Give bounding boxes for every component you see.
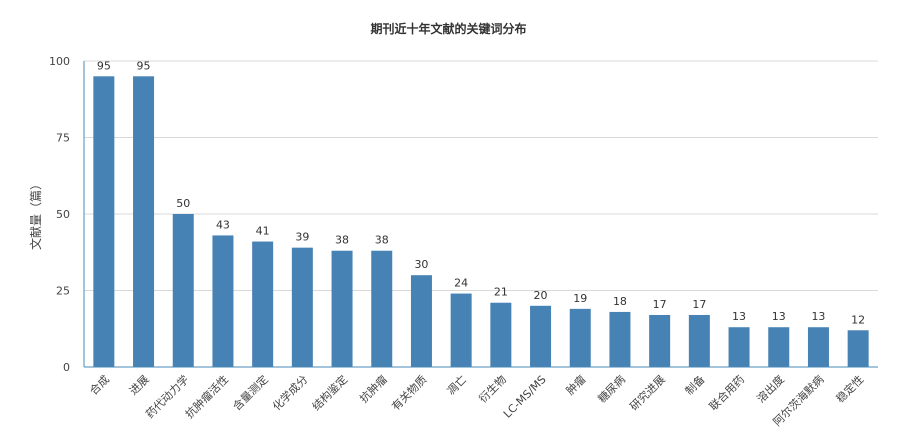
bar xyxy=(450,293,472,367)
bar-value-label: 43 xyxy=(216,218,230,231)
bar-value-label: 95 xyxy=(137,59,151,72)
bar-value-label: 13 xyxy=(772,310,786,323)
bar xyxy=(212,235,234,367)
x-tick-label: 抗肿瘤活性 xyxy=(182,372,231,421)
grid-layer xyxy=(84,60,878,291)
x-tick-label: 凋亡 xyxy=(444,372,469,397)
x-tick-label: LC-MS/MS xyxy=(501,373,549,421)
bar xyxy=(252,241,274,367)
x-tick-label: 化学成分 xyxy=(269,372,310,413)
y-tick-label: 75 xyxy=(56,132,70,145)
bar-value-label: 12 xyxy=(851,313,865,326)
bar xyxy=(688,314,710,367)
bar-value-label: 17 xyxy=(692,298,706,311)
bar-value-label: 21 xyxy=(494,286,508,299)
bar xyxy=(172,214,194,367)
y-tick-label: 0 xyxy=(63,361,70,374)
bar xyxy=(331,250,353,367)
bar xyxy=(847,330,869,367)
bar-value-label: 18 xyxy=(613,295,627,308)
y-tick-label: 100 xyxy=(49,55,70,68)
bar xyxy=(93,76,115,368)
bar xyxy=(807,327,829,367)
bar-value-label: 39 xyxy=(295,231,309,244)
bar xyxy=(410,275,432,367)
bar xyxy=(371,250,393,367)
bar-value-label: 17 xyxy=(653,298,667,311)
bar-value-label: 24 xyxy=(454,277,468,290)
x-tick-label: 衍生物 xyxy=(476,372,509,405)
x-tick-label: 稳定性 xyxy=(833,372,866,405)
bar-layer: 95 95 50 43 41 39 38 38 30 24 21 20 19 18 17 17 13 13 13 12 xyxy=(93,59,869,368)
x-tick-label: 肿瘤 xyxy=(563,372,588,397)
bar xyxy=(133,76,155,368)
bar-value-label: 30 xyxy=(414,258,428,271)
x-tick-label: 联合用药 xyxy=(706,372,747,413)
bar-value-label: 38 xyxy=(335,234,349,247)
bar-value-label: 38 xyxy=(375,234,389,247)
x-tick-label: 进展 xyxy=(127,373,152,398)
bar xyxy=(569,308,591,367)
y-tick-label: 50 xyxy=(56,208,70,221)
x-tick-label: 溶出度 xyxy=(754,372,787,405)
x-tick-label: 抗肿瘤 xyxy=(357,372,390,405)
bar-value-label: 20 xyxy=(534,289,548,302)
bar-value-label: 19 xyxy=(573,292,587,305)
bar xyxy=(530,305,552,367)
bar xyxy=(609,311,631,367)
x-tick-label: 含量测定 xyxy=(230,372,271,413)
y-axis-label: 文献量（篇） xyxy=(28,178,43,250)
bar xyxy=(768,327,790,367)
bar xyxy=(490,302,512,367)
bar xyxy=(649,314,671,367)
bar-value-label: 13 xyxy=(732,310,746,323)
x-tick-label: 结构鉴定 xyxy=(309,372,350,413)
x-tick-label: 研究进展 xyxy=(627,372,668,413)
bar-value-label: 13 xyxy=(811,310,825,323)
y-tick-label: 25 xyxy=(56,285,70,298)
x-tick-label: 有关物质 xyxy=(389,372,430,413)
bar-value-label: 41 xyxy=(256,225,270,238)
bar xyxy=(291,247,313,367)
x-tick-label: 制备 xyxy=(682,372,707,397)
x-tick-label: 合成 xyxy=(87,372,112,397)
bar xyxy=(728,327,750,367)
bar-value-label: 50 xyxy=(176,197,190,210)
bar-value-label: 95 xyxy=(97,59,111,72)
x-tick-label: 糖尿病 xyxy=(595,372,628,405)
chart-title: 期刊近十年文献的关键词分布 xyxy=(370,22,527,36)
